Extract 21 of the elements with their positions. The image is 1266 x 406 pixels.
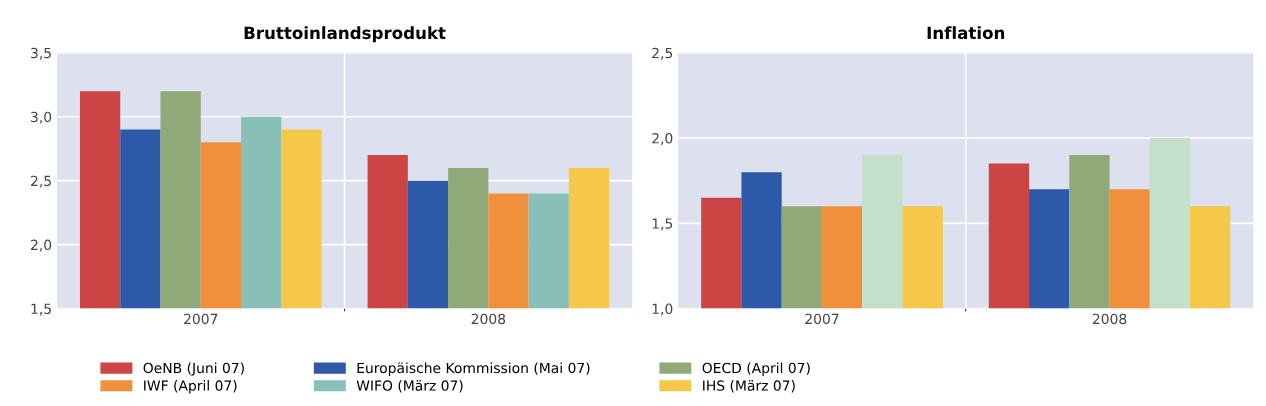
legend-label: IHS (März 07) — [703, 380, 795, 393]
legend-label: IWF (April 07) — [144, 380, 237, 394]
legend-label: Europäische Kommission (Mai 07) — [357, 362, 590, 376]
y-tick-label: 2,5 — [652, 47, 673, 60]
x-tick-label: 2007 — [805, 313, 839, 325]
legend-label: OECD (April 07) — [702, 362, 810, 376]
y-tick-label: 2,0 — [652, 133, 673, 145]
x-tick-label: 2008 — [471, 313, 506, 325]
y-tick-label: 1,0 — [652, 303, 673, 316]
legend-label: OeNB (Juni 07) — [143, 362, 244, 376]
x-tick-label: 2007 — [184, 313, 218, 325]
y-tick-label: 2,5 — [31, 175, 51, 188]
y-tick-label: 1,5 — [652, 218, 673, 231]
y-tick-label: 3,5 — [31, 47, 51, 60]
y-tick-label: 1,5 — [31, 303, 51, 316]
chart-title: Inflation — [927, 26, 1005, 40]
y-tick-label: 3,0 — [31, 111, 52, 124]
x-tick-label: 2008 — [1092, 313, 1127, 325]
y-tick-label: 2,0 — [31, 239, 52, 252]
chart-title: Bruttoinlandsprodukt — [244, 26, 446, 43]
legend-label: WIFO (März 07) — [356, 380, 463, 393]
